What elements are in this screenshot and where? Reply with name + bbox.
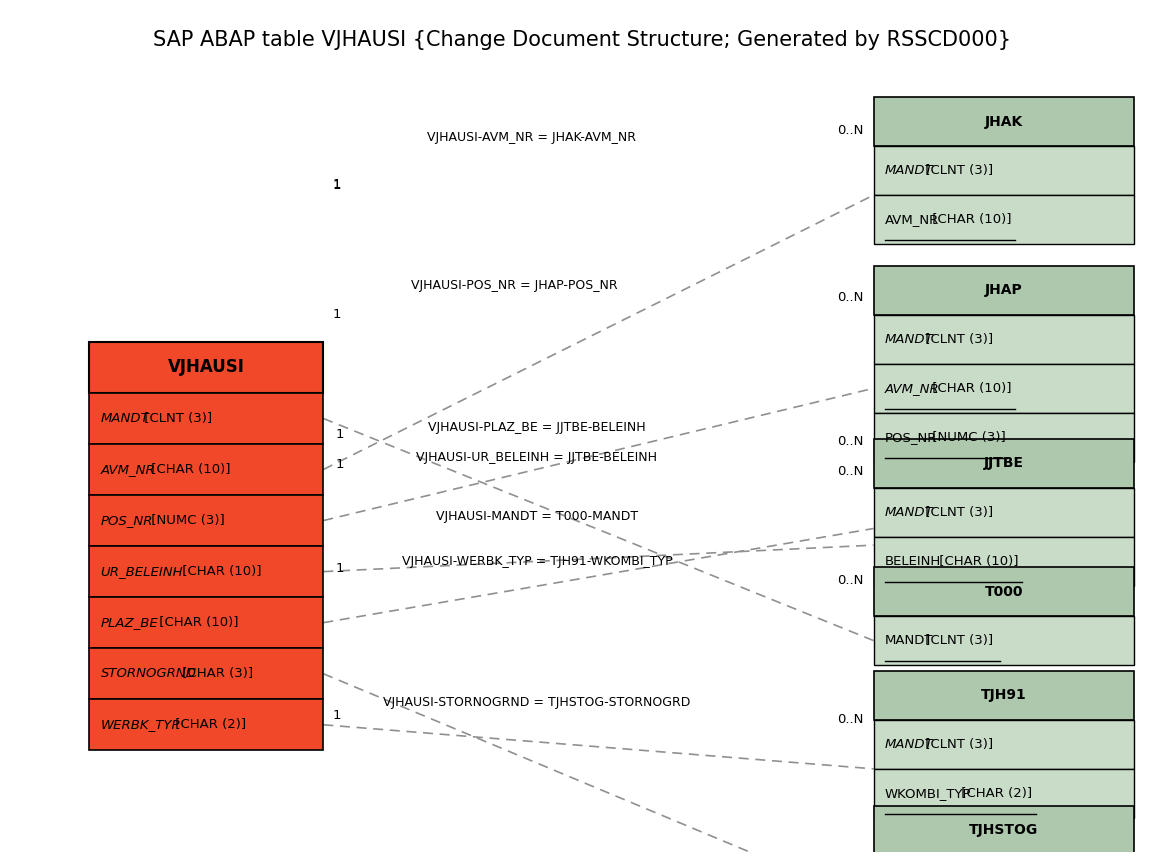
- Text: MANDT: MANDT: [885, 738, 934, 751]
- Text: VJHAUSI: VJHAUSI: [168, 358, 245, 376]
- Text: MANDT: MANDT: [885, 164, 934, 177]
- Text: [CHAR (10)]: [CHAR (10)]: [929, 381, 1011, 395]
- Text: VJHAUSI-AVM_NR = JHAK-AVM_NR: VJHAUSI-AVM_NR = JHAK-AVM_NR: [426, 131, 636, 144]
- Text: [CLNT (3)]: [CLNT (3)]: [922, 634, 993, 647]
- Text: [CLNT (3)]: [CLNT (3)]: [922, 164, 993, 177]
- Text: PLAZ_BE: PLAZ_BE: [100, 616, 158, 629]
- Text: 0..N: 0..N: [838, 574, 864, 587]
- Text: 1: 1: [336, 458, 344, 471]
- Text: BELEINH: BELEINH: [885, 554, 941, 567]
- FancyBboxPatch shape: [874, 806, 1134, 855]
- Text: 1: 1: [333, 177, 341, 190]
- Text: [CHAR (10)]: [CHAR (10)]: [178, 565, 262, 578]
- Text: 1: 1: [336, 428, 344, 441]
- Text: AVM_NR: AVM_NR: [100, 463, 155, 476]
- FancyBboxPatch shape: [90, 495, 324, 546]
- Text: JHAK: JHAK: [984, 115, 1023, 128]
- FancyBboxPatch shape: [874, 720, 1134, 769]
- Text: WERBK_TYP: WERBK_TYP: [100, 718, 181, 731]
- Text: TJHSTOG: TJHSTOG: [969, 823, 1038, 838]
- Text: VJHAUSI-POS_NR = JHAP-POS_NR: VJHAUSI-POS_NR = JHAP-POS_NR: [411, 279, 617, 292]
- FancyBboxPatch shape: [874, 567, 1134, 616]
- Text: [NUMC (3)]: [NUMC (3)]: [929, 430, 1005, 443]
- Text: AVM_NR: AVM_NR: [885, 213, 939, 226]
- Text: [CHAR (2)]: [CHAR (2)]: [956, 787, 1032, 800]
- FancyBboxPatch shape: [874, 266, 1134, 315]
- Text: T000: T000: [984, 585, 1023, 598]
- Text: 0..N: 0..N: [838, 435, 864, 448]
- Text: [CHAR (2)]: [CHAR (2)]: [170, 718, 246, 731]
- FancyBboxPatch shape: [90, 546, 324, 598]
- FancyBboxPatch shape: [90, 342, 324, 393]
- Text: [NUMC (3)]: [NUMC (3)]: [147, 514, 225, 527]
- Text: [CLNT (3)]: [CLNT (3)]: [922, 738, 993, 751]
- Text: MANDT: MANDT: [885, 333, 934, 346]
- FancyBboxPatch shape: [90, 699, 324, 750]
- Text: 1: 1: [333, 307, 341, 320]
- Text: VJHAUSI-PLAZ_BE = JJTBE-BELEINH: VJHAUSI-PLAZ_BE = JJTBE-BELEINH: [428, 422, 645, 435]
- Text: 0..N: 0..N: [838, 713, 864, 726]
- FancyBboxPatch shape: [874, 616, 1134, 665]
- Text: MANDT: MANDT: [885, 634, 933, 647]
- Text: JHAP: JHAP: [984, 283, 1023, 297]
- Text: JJTBE: JJTBE: [983, 456, 1024, 470]
- Text: MANDT: MANDT: [885, 506, 934, 519]
- Text: [CHAR (10)]: [CHAR (10)]: [147, 463, 231, 476]
- FancyBboxPatch shape: [874, 488, 1134, 536]
- FancyBboxPatch shape: [874, 315, 1134, 364]
- Text: POS_NR: POS_NR: [100, 514, 154, 527]
- Text: 1: 1: [336, 561, 344, 574]
- Text: [CLNT (3)]: [CLNT (3)]: [922, 333, 993, 346]
- FancyBboxPatch shape: [874, 671, 1134, 720]
- Text: WKOMBI_TYP: WKOMBI_TYP: [885, 787, 972, 800]
- FancyBboxPatch shape: [90, 444, 324, 495]
- FancyBboxPatch shape: [874, 439, 1134, 488]
- Text: [CHAR (10)]: [CHAR (10)]: [935, 554, 1019, 567]
- FancyBboxPatch shape: [874, 364, 1134, 412]
- Text: STORNOGRND: STORNOGRND: [100, 667, 197, 680]
- Text: TJH91: TJH91: [981, 689, 1026, 703]
- Text: 0..N: 0..N: [838, 291, 864, 304]
- FancyBboxPatch shape: [90, 598, 324, 648]
- Text: [CHAR (10)]: [CHAR (10)]: [155, 616, 239, 629]
- FancyBboxPatch shape: [90, 393, 324, 444]
- FancyBboxPatch shape: [874, 146, 1134, 195]
- Text: [CLNT (3)]: [CLNT (3)]: [922, 506, 993, 519]
- Text: UR_BELEINH: UR_BELEINH: [100, 565, 183, 578]
- Text: [CHAR (10)]: [CHAR (10)]: [929, 213, 1011, 226]
- FancyBboxPatch shape: [874, 412, 1134, 461]
- Text: SAP ABAP table VJHAUSI {Change Document Structure; Generated by RSSCD000}: SAP ABAP table VJHAUSI {Change Document …: [154, 30, 1011, 50]
- FancyBboxPatch shape: [874, 855, 1134, 861]
- FancyBboxPatch shape: [874, 536, 1134, 585]
- Text: MANDT: MANDT: [100, 412, 149, 425]
- Text: [CHAR (3)]: [CHAR (3)]: [178, 667, 254, 680]
- Text: 0..N: 0..N: [838, 464, 864, 478]
- FancyBboxPatch shape: [874, 769, 1134, 818]
- Text: [CLNT (3)]: [CLNT (3)]: [140, 412, 212, 425]
- Text: VJHAUSI-WERBK_TYP = TJH91-WKOMBI_TYP: VJHAUSI-WERBK_TYP = TJH91-WKOMBI_TYP: [402, 554, 672, 567]
- FancyBboxPatch shape: [90, 648, 324, 699]
- Text: 0..N: 0..N: [838, 125, 864, 138]
- Text: VJHAUSI-MANDT = T000-MANDT: VJHAUSI-MANDT = T000-MANDT: [436, 510, 638, 523]
- FancyBboxPatch shape: [874, 97, 1134, 146]
- FancyBboxPatch shape: [874, 195, 1134, 244]
- Text: AVM_NR: AVM_NR: [885, 381, 940, 395]
- Text: POS_NR: POS_NR: [885, 430, 938, 443]
- Text: VJHAUSI-UR_BELEINH = JJTBE-BELEINH: VJHAUSI-UR_BELEINH = JJTBE-BELEINH: [416, 451, 657, 464]
- Text: VJHAUSI-STORNOGRND = TJHSTOG-STORNOGRD: VJHAUSI-STORNOGRND = TJHSTOG-STORNOGRD: [383, 696, 691, 709]
- Text: 1: 1: [333, 179, 341, 192]
- Text: 1: 1: [333, 709, 341, 722]
